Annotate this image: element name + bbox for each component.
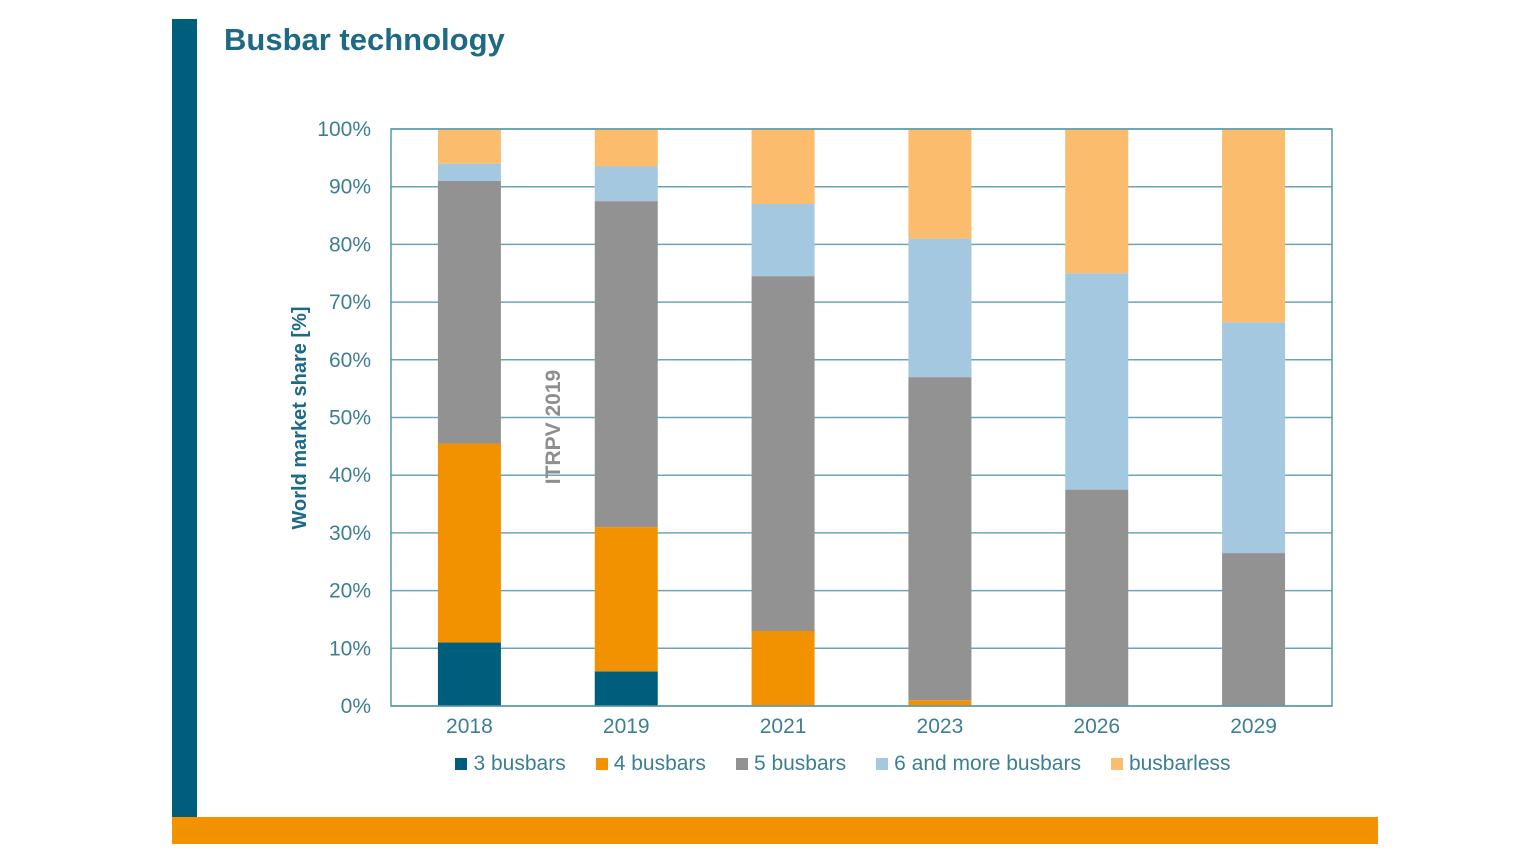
legend-item: 6 and more busbars — [876, 752, 1081, 776]
legend-label: busbarless — [1128, 752, 1231, 775]
x-tick-label: 2023 — [917, 715, 964, 738]
legend-label: 4 busbars — [613, 752, 706, 775]
legend-item: 5 busbars — [735, 752, 847, 776]
legend-label: 6 and more busbars — [894, 752, 1081, 775]
y-tick-label: 80% — [329, 233, 371, 256]
legend-swatch — [876, 758, 889, 770]
y-tick-label: 40% — [329, 464, 371, 487]
bar-2023-5-busbars — [908, 377, 972, 701]
legend-item: 4 busbars — [595, 752, 706, 776]
y-tick-label: 70% — [329, 291, 371, 314]
bar-2026-busbarless — [1065, 129, 1129, 274]
bar-2026-5-busbars — [1065, 489, 1129, 706]
x-tick-label: 2029 — [1230, 715, 1277, 738]
legend-swatch — [735, 758, 748, 770]
x-tick-label: 2019 — [603, 715, 650, 738]
y-tick-label: 30% — [329, 522, 371, 545]
bar-2021-busbarless — [751, 129, 815, 205]
y-tick-label: 100% — [317, 118, 371, 141]
x-tick-label: 2021 — [760, 715, 807, 738]
y-tick-label: 10% — [329, 637, 371, 660]
bar-2021-5-busbars — [751, 276, 815, 631]
bar-2018-6-and-more-busbars — [437, 163, 501, 181]
legend-swatch — [1110, 758, 1123, 770]
bottom-accent-bar — [172, 817, 1378, 844]
bar-2019-3-busbars — [594, 671, 658, 706]
plot-frame — [390, 128, 1333, 707]
legend-label: 5 busbars — [753, 752, 847, 775]
bar-2021-6-and-more-busbars — [751, 204, 815, 277]
y-tick-labels: 0% 10% 20% 30% 40% 50% 60% 70% 80% 90% 100% — [317, 118, 371, 718]
x-tick-label: 2026 — [1073, 715, 1120, 738]
bar-2029-5-busbars — [1222, 553, 1286, 706]
bar-2019-4-busbars — [594, 527, 658, 672]
y-tick-label: 0% — [341, 695, 371, 718]
bars-group — [437, 129, 1286, 706]
bar-2029-busbarless — [1222, 129, 1286, 323]
legend: 3 busbars 4 busbars 5 busbars 6 and more bu… — [0, 752, 1536, 776]
bar-2023-6-and-more-busbars — [908, 238, 972, 378]
page-title: Busbar technology — [224, 22, 505, 57]
bar-2026-6-and-more-busbars — [1065, 273, 1129, 490]
bar-2019-busbarless — [594, 129, 658, 167]
left-accent-bar — [172, 19, 197, 818]
x-tick-labels: 2018 2019 2021 2023 2026 2029 — [446, 715, 1277, 738]
bar-2029-6-and-more-busbars — [1222, 322, 1286, 554]
bar-2018-4-busbars — [437, 443, 501, 643]
bar-2023-4-busbars — [908, 700, 972, 706]
legend-label: 3 busbars — [473, 752, 566, 775]
legend-item: busbarless — [1110, 752, 1231, 776]
x-tick-label: 2018 — [446, 715, 493, 738]
legend-swatch — [455, 758, 468, 770]
bar-2019-6-and-more-busbars — [594, 166, 658, 202]
bar-2019-5-busbars — [594, 201, 658, 528]
bar-2018-busbarless — [437, 129, 501, 164]
y-axis-label: World market share [%] — [289, 306, 311, 529]
bar-2021-4-busbars — [751, 630, 815, 706]
bar-2018-3-busbars — [437, 642, 501, 706]
legend-item: 3 busbars — [455, 752, 566, 776]
legend-swatch — [595, 758, 608, 770]
y-tick-label: 60% — [329, 349, 371, 372]
y-tick-label: 20% — [329, 580, 371, 603]
grid-lines — [391, 128, 1332, 707]
watermark-text: ITRPV 2019 — [542, 370, 565, 484]
y-tick-label: 90% — [329, 176, 371, 199]
bar-2023-busbarless — [908, 129, 972, 239]
y-tick-label: 50% — [329, 407, 371, 430]
bar-2018-5-busbars — [437, 180, 501, 444]
